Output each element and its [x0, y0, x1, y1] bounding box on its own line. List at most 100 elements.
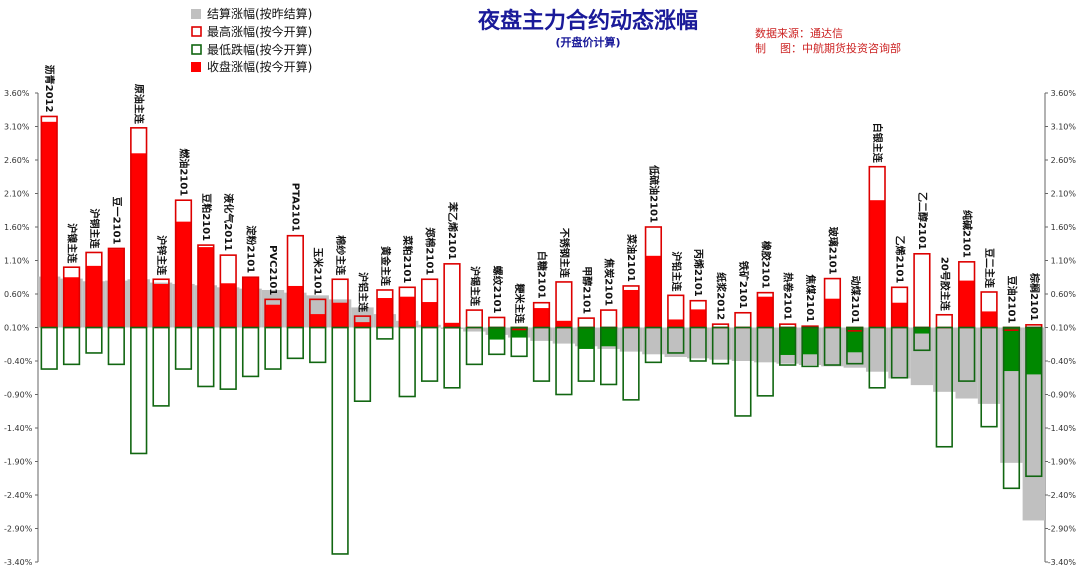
low-bar — [734, 326, 752, 417]
category-label: 沪镍主连 — [66, 223, 79, 264]
category-label: 豆一2101 — [110, 197, 122, 245]
low-bar — [197, 326, 215, 388]
category-label: 白银主连 — [871, 123, 884, 164]
low-bar — [443, 326, 461, 389]
low-bar — [1025, 326, 1043, 478]
y-tick-label-left: 2.60% — [4, 156, 30, 165]
close-bar — [779, 327, 796, 355]
category-label: 纸浆2012 — [715, 272, 728, 320]
y-tick-label-right: -1.90% — [1048, 458, 1077, 467]
category-label: 粳米主连 — [513, 283, 526, 325]
close-bar — [981, 311, 997, 328]
low-bar — [465, 326, 483, 366]
settle-bar — [933, 327, 956, 392]
y-tick-label-left: 0.10% — [4, 324, 30, 333]
y-tick-label-right: 2.60% — [1051, 156, 1077, 165]
category-label: PTA2101 — [289, 183, 300, 232]
y-tick-label-right: 1.60% — [1051, 223, 1077, 232]
close-bar — [533, 308, 550, 328]
y-tick-label-left: 1.10% — [4, 257, 30, 266]
low-bar — [890, 326, 909, 379]
category-label: 20号胶主连 — [938, 257, 951, 312]
category-label: 焦煤2101 — [804, 273, 817, 322]
settle-bar — [910, 327, 934, 386]
source-note: 数据来源：通达信 — [755, 26, 843, 40]
settle-bar — [821, 327, 844, 367]
high-bar — [913, 253, 931, 329]
settle-bar — [642, 327, 665, 355]
close-bar — [198, 247, 214, 328]
settle-bar — [1022, 327, 1045, 521]
settle-bar — [731, 327, 755, 361]
category-label: 铁矿2101 — [737, 261, 750, 309]
y-tick-label-left: -3.40% — [4, 558, 33, 567]
low-bar — [488, 326, 506, 356]
category-label: 沪铝主连 — [356, 272, 369, 313]
category-label: 菜油2101 — [625, 233, 638, 282]
low-bar — [376, 326, 394, 340]
y-tick-label-left: -2.90% — [4, 525, 33, 534]
settle-bar — [552, 327, 576, 344]
low-bar — [309, 326, 327, 364]
settle-bar — [530, 327, 553, 341]
close-bar — [399, 296, 416, 328]
close-bar — [667, 319, 684, 328]
low-bar — [130, 326, 148, 455]
close-bars — [41, 121, 1042, 375]
category-label: 乙烯2101 — [894, 235, 907, 283]
low-bar — [980, 326, 998, 428]
category-label: 沪铅主连 — [670, 251, 683, 292]
close-bar — [914, 327, 930, 334]
category-label: 不锈钢主连 — [558, 228, 571, 279]
y-tick-label-right: -2.90% — [1048, 525, 1077, 534]
close-bar — [1025, 327, 1042, 375]
category-label: 棉纱主连 — [334, 235, 347, 276]
category-label: 原油主连 — [133, 84, 146, 125]
close-bar — [444, 322, 460, 328]
low-bar — [62, 326, 81, 366]
y-tick-label-right: 3.10% — [1051, 123, 1077, 132]
close-bar — [802, 327, 818, 355]
low-bar — [622, 326, 640, 401]
category-label: 玻璃2101 — [826, 227, 839, 275]
close-bar — [153, 283, 169, 328]
y-tick-label-right: 2.10% — [1051, 190, 1077, 199]
high-bar — [734, 311, 752, 329]
low-bar — [600, 326, 618, 386]
close-bar — [623, 289, 639, 328]
low-bar — [779, 326, 797, 366]
close-bar — [309, 314, 326, 328]
y-tick-label-left: 0.60% — [4, 290, 30, 299]
legend-swatch-high — [191, 26, 202, 37]
settle-bar — [977, 327, 1001, 404]
chart-subtitle: (开盘价计算) — [555, 35, 620, 49]
legend-label-low: 最低跌幅(按今开算) — [207, 42, 312, 57]
low-bar — [420, 326, 439, 382]
y-tick-label-left: 1.60% — [4, 223, 30, 232]
low-bar — [823, 326, 842, 366]
low-bar — [353, 326, 372, 402]
low-bar — [510, 326, 528, 358]
y-tick-label-left: -0.90% — [4, 391, 33, 400]
low-bar — [801, 326, 819, 368]
low-bar — [331, 326, 349, 555]
settle-bar — [619, 327, 643, 352]
category-label: 燃油2101 — [177, 148, 190, 196]
settle-bar — [754, 327, 777, 363]
y-tick-label-right: -0.40% — [1048, 357, 1077, 366]
close-bar — [645, 255, 662, 328]
y-tick-label-left: 3.60% — [4, 89, 30, 98]
category-label: 橡胶2101 — [759, 241, 772, 289]
y-tick-label-left: 3.10% — [4, 123, 30, 132]
category-label: 沪锡主连 — [468, 266, 481, 307]
high-bar — [577, 317, 595, 329]
category-label: 热卷2101 — [782, 272, 795, 320]
category-label: 丙烯2101 — [692, 249, 705, 297]
high-bar — [488, 316, 506, 329]
close-bar — [824, 298, 841, 328]
category-label: 沪锌主连 — [155, 235, 168, 276]
axes: 3.60% 3.60% 3.10% 3.10% 2.60% 2.60% 2.10% 2.10%… — [4, 89, 1076, 567]
close-bar — [41, 121, 58, 328]
low-bar — [85, 326, 103, 354]
